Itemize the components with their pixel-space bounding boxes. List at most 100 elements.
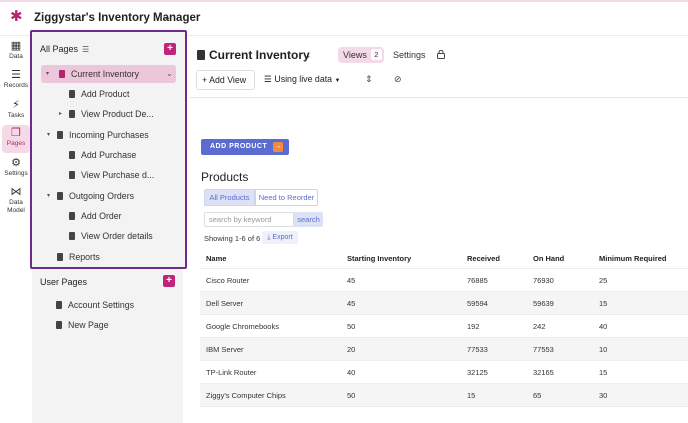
page-icon: [69, 212, 75, 220]
column-header[interactable]: Starting Inventory: [347, 254, 412, 263]
chevron-down-icon[interactable]: ⌄: [304, 50, 312, 60]
arrow-right-icon: →: [273, 142, 283, 152]
all-pages-title[interactable]: All Pages: [40, 44, 79, 54]
table-cell: 59639: [533, 299, 554, 308]
table-cell: 32125: [467, 368, 488, 377]
tree-item-label: Current Inventory: [71, 69, 139, 79]
tree-item-current-inventory[interactable]: ▾ Current Inventory ⌄: [41, 65, 176, 83]
rail-label: Settings: [4, 170, 28, 177]
rail-item-records[interactable]: ☰ Records: [2, 67, 30, 95]
table-row[interactable]: TP-Link Router 40 32125 32165 15: [200, 361, 688, 384]
tree-item-account-settings[interactable]: Account Settings: [56, 296, 134, 314]
tree-item-add-order[interactable]: Add Order: [69, 207, 122, 225]
table-cell: 45: [347, 299, 356, 308]
rail-label: Model: [7, 207, 25, 214]
tree-item-label: Reports: [69, 252, 100, 262]
rail-item-data-model[interactable]: ⋈ Data Model: [2, 184, 30, 220]
rail-label: Data: [9, 53, 23, 60]
expand-caret-icon[interactable]: ▾: [47, 132, 51, 138]
expand-caret-icon[interactable]: ▾: [47, 193, 51, 199]
column-header[interactable]: Received: [467, 254, 500, 263]
table-header-row: Name Starting Inventory Received On Hand…: [200, 248, 688, 269]
chevron-down-icon[interactable]: ⌄: [163, 12, 172, 23]
export-button[interactable]: ⤓ Export: [262, 231, 298, 244]
table-row[interactable]: Ziggy's Computer Chips 50 15 65 30: [200, 384, 688, 407]
text-height-icon[interactable]: ⇕: [365, 74, 373, 84]
table-row[interactable]: Cisco Router 45 76885 76930 25: [200, 269, 688, 292]
filter-icon[interactable]: ☰: [82, 45, 90, 54]
app-title[interactable]: Ziggystar's Inventory Manager: [34, 12, 201, 24]
table-cell: 40: [599, 322, 608, 331]
page-icon: [57, 131, 63, 139]
rail-item-tasks[interactable]: ⚡ Tasks: [2, 97, 30, 125]
table-row[interactable]: Dell Server 45 59594 59639 15: [200, 292, 688, 315]
app-logo-icon[interactable]: ✱: [10, 8, 23, 25]
tree-item-view-purchase-details[interactable]: View Purchase d...: [69, 166, 154, 184]
rail-label: Data: [9, 199, 23, 206]
table-icon: ▦: [10, 40, 22, 52]
tree-item-view-product-details[interactable]: ▸ View Product De...: [59, 105, 154, 123]
rail-item-pages[interactable]: ❐ Pages: [2, 125, 30, 153]
hide-icon[interactable]: ⊘: [394, 74, 402, 84]
table-cell: 76930: [533, 276, 554, 285]
views-tab[interactable]: Views 2: [338, 47, 384, 63]
page-icon: [57, 192, 63, 200]
add-product-button[interactable]: ADD PRODUCT →: [201, 139, 289, 155]
tree-item-add-product[interactable]: Add Product: [69, 85, 129, 103]
page-icon: [56, 321, 62, 329]
lock-icon[interactable]: [437, 50, 445, 59]
tree-item-view-order-details[interactable]: View Order details: [69, 227, 153, 245]
page-icon: [57, 253, 63, 261]
table-cell: 15: [599, 299, 608, 308]
settings-tab[interactable]: Settings: [393, 50, 426, 60]
filter-need-to-reorder[interactable]: Need to Reorder: [255, 189, 318, 206]
user-pages-title[interactable]: User Pages: [40, 277, 88, 287]
search-input[interactable]: search by keyword: [204, 212, 294, 227]
table-cell: 59594: [467, 299, 488, 308]
column-header[interactable]: Minimum Required: [599, 254, 667, 263]
add-view-label: Add View: [209, 75, 247, 85]
rail-item-data[interactable]: ▦ Data: [2, 38, 30, 66]
all-pages-panel: All Pages ☰ + ▾ Current Inventory ⌄ Add …: [30, 30, 187, 269]
table-cell: 32165: [533, 368, 554, 377]
tree-item-label: Outgoing Orders: [69, 191, 135, 201]
add-user-page-button[interactable]: +: [163, 275, 175, 287]
tree-item-new-page[interactable]: New Page: [56, 316, 109, 334]
column-header[interactable]: On Hand: [533, 254, 565, 263]
tree-item-add-purchase[interactable]: Add Purchase: [69, 146, 136, 164]
filter-all-products[interactable]: All Products: [204, 189, 255, 206]
rail-label: Tasks: [7, 112, 25, 119]
table-row[interactable]: Google Chromebooks 50 192 242 40: [200, 315, 688, 338]
table-cell: 77533: [467, 345, 488, 354]
top-accent-line: [0, 0, 688, 2]
add-page-button[interactable]: +: [164, 43, 176, 55]
pages-icon: ❐: [11, 127, 21, 139]
nav-rail: ▦ Data ☰ Records ⚡ Tasks ❐ Pages ⚙ Setti…: [0, 36, 32, 423]
plus-icon: +: [202, 75, 208, 85]
pagination-summary: Showing 1-6 of 6: [204, 234, 261, 243]
bolt-icon: ⚡: [12, 99, 20, 111]
table-cell: 50: [347, 391, 356, 400]
chevron-down-icon[interactable]: ⌄: [166, 69, 173, 78]
page-icon: [59, 70, 65, 78]
table-row[interactable]: IBM Server 20 77533 77553 10: [200, 338, 688, 361]
tree-item-label: Add Order: [81, 211, 122, 221]
data-model-icon: ⋈: [10, 186, 22, 198]
page-icon: [56, 301, 62, 309]
column-header[interactable]: Name: [206, 254, 227, 263]
page-title[interactable]: Current Inventory: [209, 48, 310, 62]
page-icon: [69, 90, 75, 98]
database-icon: ☰: [264, 74, 272, 84]
search-button[interactable]: search: [294, 212, 323, 227]
live-data-dropdown[interactable]: ☰ Using live data ▼: [264, 74, 340, 85]
expand-caret-icon[interactable]: ▸: [59, 111, 63, 117]
expand-caret-icon[interactable]: ▾: [46, 71, 50, 77]
tree-item-incoming-purchases[interactable]: ▾ Incoming Purchases: [47, 126, 149, 144]
tree-item-outgoing-orders[interactable]: ▾ Outgoing Orders: [47, 187, 134, 205]
download-icon: ⤓: [267, 234, 271, 241]
add-view-button[interactable]: + Add View: [196, 70, 255, 90]
tree-item-reports[interactable]: Reports: [57, 248, 100, 266]
table-cell: 40: [347, 368, 356, 377]
products-heading: Products: [201, 170, 249, 184]
rail-item-settings[interactable]: ⚙ Settings: [2, 155, 30, 183]
